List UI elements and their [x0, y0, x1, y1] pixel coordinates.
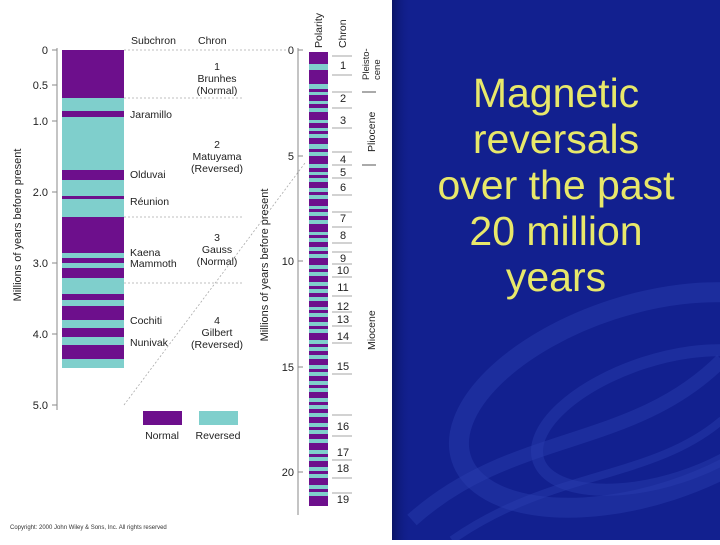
epoch-miocene: Miocene [366, 310, 378, 350]
chron-3-number: 3 [214, 232, 220, 244]
right-tick-label: 5 [288, 151, 294, 163]
left-polarity-column [62, 50, 124, 368]
left-tick-label: 4.0 [33, 329, 48, 341]
epoch-pliocene: Pliocene [366, 112, 378, 152]
right-polarity-column [309, 52, 328, 506]
subchron-reunion: Réunion [130, 196, 169, 208]
legend-normal-label: Normal [145, 430, 179, 442]
right-time-axis: 0 5 10 15 20 Millions of years before pr… [259, 45, 303, 515]
chron-number: 14 [337, 331, 349, 343]
subchron-kaena: Kaena [130, 247, 161, 259]
chron-number: 5 [340, 167, 346, 179]
chron-number: 16 [337, 421, 349, 433]
left-tick-label: 0.5 [33, 80, 48, 92]
epoch-pleistocene-line2: cene [372, 59, 383, 80]
chron-header-right: Chron [337, 19, 349, 48]
subchron-cochiti: Cochiti [130, 315, 162, 327]
left-axis-label: Millions of years before present [12, 149, 24, 302]
epoch-pleistocene-line1: Pleisto- [361, 48, 372, 80]
subchron-olduvai: Olduvai [130, 169, 166, 181]
legend-normal-swatch [143, 411, 182, 425]
right-tick-label: 15 [282, 362, 294, 374]
chron-4-name: Gilbert [202, 327, 233, 339]
chron-number: 12 [337, 301, 349, 313]
left-time-axis: 0 0.5 1.0 2.0 3.0 4.0 5.0 Millions of ye… [12, 45, 58, 412]
right-tick-label: 20 [282, 467, 294, 479]
subchron-nunivak: Nunivak [130, 337, 169, 349]
chron-number: 1 [340, 60, 346, 72]
legend-reversed-label: Reversed [196, 430, 241, 442]
subchron-mammoth: Mammoth [130, 258, 177, 270]
right-tick-label: 10 [282, 256, 294, 268]
left-tick-label: 5.0 [33, 400, 48, 412]
chron-2-name: Matuyama [192, 151, 241, 163]
chron-number: 17 [337, 447, 349, 459]
chron-1-name: Brunhes [197, 73, 236, 85]
chron-3-polarity: (Normal) [197, 256, 238, 268]
left-tick-label: 2.0 [33, 187, 48, 199]
chron-number: 19 [337, 494, 349, 506]
chron-number: 11 [337, 282, 348, 294]
chron-1-number: 1 [214, 61, 220, 73]
chron-2-polarity: (Reversed) [191, 163, 243, 175]
chron-number: 2 [340, 93, 346, 105]
magnetic-reversal-diagram: 0 0.5 1.0 2.0 3.0 4.0 5.0 Millions of ye… [10, 12, 383, 531]
chron-number: 13 [337, 314, 349, 326]
chron-number: 15 [337, 361, 349, 373]
polarity-header: Polarity [313, 12, 325, 48]
legend-reversed-swatch [199, 411, 238, 425]
title-panel: Magnetic reversals over the past 20 mill… [392, 0, 720, 540]
left-tick-label: 3.0 [33, 258, 48, 270]
right-axis-label: Millions of years before present [259, 189, 271, 342]
chron-2-number: 2 [214, 139, 220, 151]
copyright-notice: Copyright: 2000 John Wiley & Sons, Inc. … [10, 525, 167, 531]
brunhes-band [62, 50, 124, 98]
chron-header: Chron [198, 35, 227, 47]
chron-number: 4 [340, 154, 346, 166]
chron-number: 9 [340, 253, 346, 265]
chron-1-polarity: (Normal) [197, 85, 238, 97]
left-tick-label: 0 [42, 45, 48, 57]
swirl-background [392, 0, 720, 540]
chron-number: 3 [340, 115, 346, 127]
legend: Normal Reversed [143, 411, 241, 442]
subchron-jaramillo: Jaramillo [130, 109, 172, 121]
chron-number: 7 [340, 213, 346, 225]
chron-4-number: 4 [214, 315, 220, 327]
chron-number: 8 [340, 230, 346, 242]
left-tick-label: 1.0 [33, 116, 48, 128]
subchron-header: Subchron [131, 35, 176, 47]
chron-number: 18 [337, 463, 349, 475]
diagram-panel: 0 0.5 1.0 2.0 3.0 4.0 5.0 Millions of ye… [10, 12, 383, 531]
gauss-band [62, 217, 124, 253]
right-tick-label: 0 [288, 45, 294, 57]
slide-title: Magnetic reversals over the past 20 mill… [437, 70, 675, 300]
chron-3-name: Gauss [202, 244, 232, 256]
chron-4-polarity: (Reversed) [191, 339, 243, 351]
chron-number: 6 [340, 182, 346, 194]
chron-number: 10 [337, 265, 349, 277]
